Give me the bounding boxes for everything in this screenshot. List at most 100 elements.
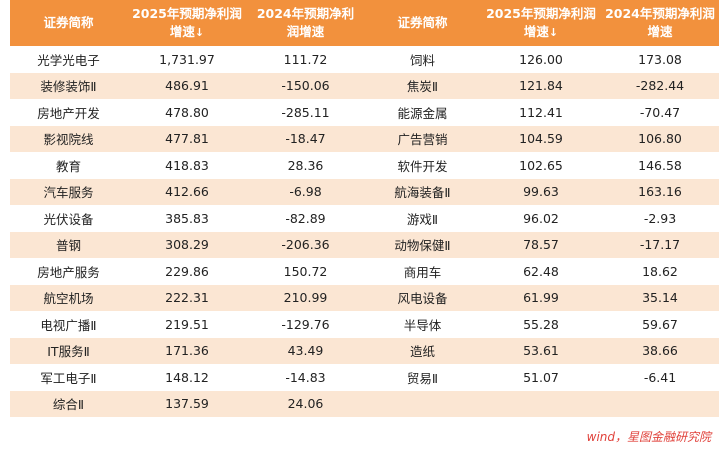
header-2024-left: 2024年预期净利润增速 (256, 6, 355, 39)
growth-2025-right: 104.59 (519, 131, 563, 147)
table-row: 汽车服务 412.66 -6.98 航海装备Ⅱ 99.63 163.16 (10, 178, 719, 205)
industry-name-right (364, 391, 481, 418)
industry-name-left: IT服务Ⅱ (47, 344, 90, 360)
growth-2024-left: -150.06 (281, 78, 330, 94)
growth-2024-right (601, 391, 719, 418)
growth-2024-left: -285.11 (281, 104, 330, 120)
industry-name-left: 房地产开发 (37, 105, 100, 121)
growth-2025-right: 53.61 (523, 343, 559, 359)
industry-name-right: 贸易Ⅱ (406, 370, 439, 386)
growth-2025-left: 219.51 (165, 316, 209, 332)
growth-2024-right: -17.17 (639, 237, 681, 253)
table-row: 装修装饰Ⅱ 486.91 -150.06 焦炭Ⅱ 121.84 -282.44 (10, 72, 719, 99)
growth-2025-left: 308.29 (165, 237, 209, 253)
growth-2024-left: -14.83 (285, 369, 326, 385)
table-row: 电视广播Ⅱ 219.51 -129.76 半导体 55.28 59.67 (10, 311, 719, 338)
growth-2024-left: -18.47 (285, 131, 326, 147)
growth-2024-right: 146.58 (638, 157, 682, 173)
industry-name-left: 电视广播Ⅱ (40, 317, 97, 333)
growth-2024-right: 59.67 (642, 316, 678, 332)
industry-name-right: 软件开发 (397, 158, 448, 174)
industry-name-right: 广告营销 (397, 132, 448, 148)
growth-2025-right: 99.63 (523, 184, 559, 200)
header-name-left: 证券简称 (43, 15, 94, 30)
table-row: 光伏设备 385.83 -82.89 游戏Ⅱ 96.02 -2.93 (10, 205, 719, 232)
industry-name-left: 装修装饰Ⅱ (40, 79, 97, 95)
growth-2024-left: -6.98 (289, 184, 322, 200)
header-2025-left[interactable]: 2025年预期净利润增速↓ (127, 0, 247, 46)
growth-2025-left: 478.80 (165, 104, 209, 120)
growth-2024-right: 18.62 (642, 263, 678, 279)
industry-name-right: 风电设备 (397, 291, 448, 307)
growth-2024-right: 173.08 (638, 51, 682, 67)
table-row: 房地产服务 229.86 150.72 商用车 62.48 18.62 (10, 258, 719, 285)
growth-2025-right: 112.41 (519, 104, 563, 120)
industry-name-right: 饲料 (409, 52, 435, 68)
growth-2024-right: 38.66 (642, 343, 678, 359)
table-row: IT服务Ⅱ 171.36 43.49 造纸 53.61 38.66 (10, 337, 719, 364)
header-2025-label: 2025年预期净利润增速 (486, 5, 596, 39)
table-row: 影视院线 477.81 -18.47 广告营销 104.59 106.80 (10, 125, 719, 152)
growth-2025-left: 412.66 (165, 184, 209, 200)
industry-name-left: 军工电子Ⅱ (40, 370, 97, 386)
growth-2025-right (481, 391, 601, 418)
table-row: 教育 418.83 28.36 软件开发 102.65 146.58 (10, 152, 719, 179)
industry-name-right: 游戏Ⅱ (406, 211, 439, 227)
growth-2024-left: 111.72 (283, 51, 328, 67)
growth-2024-left: 43.49 (287, 343, 324, 359)
industry-name-right: 动物保健Ⅱ (394, 238, 451, 254)
growth-2025-left: 385.83 (165, 210, 209, 226)
header-name-right: 证券简称 (397, 15, 448, 30)
industry-name-left: 光学光电子 (37, 52, 100, 68)
industry-name-right: 航海装备Ⅱ (394, 185, 451, 201)
growth-2025-right: 78.57 (523, 237, 559, 253)
growth-2024-left: 210.99 (283, 290, 328, 306)
industry-name-right: 造纸 (409, 344, 435, 360)
growth-2025-left: 137.59 (165, 396, 209, 412)
industry-name-left: 普钢 (55, 238, 81, 254)
industry-name-left: 教育 (55, 158, 81, 174)
header-2025-label: 2025年预期净利润增速 (132, 5, 242, 39)
industry-name-left: 汽车服务 (43, 185, 94, 201)
sort-desc-icon: ↓ (194, 25, 205, 39)
growth-2025-right: 121.84 (519, 78, 563, 94)
industry-name-left: 综合Ⅱ (52, 397, 85, 413)
table-row: 光学光电子 1,731.97 111.72 饲料 126.00 173.08 (10, 46, 719, 73)
table-row: 航空机场 222.31 210.99 风电设备 61.99 35.14 (10, 284, 719, 311)
sort-desc-icon: ↓ (548, 25, 559, 39)
growth-2024-right: -2.93 (643, 210, 677, 226)
growth-2025-right: 96.02 (523, 210, 559, 226)
header-2024-right: 2024年预期净利润增速 (605, 6, 715, 39)
table-header-row: 证券简称 2025年预期净利润增速↓ 2024年预期净利润增速 证券简称 202… (10, 0, 719, 46)
industry-name-left: 光伏设备 (43, 211, 94, 227)
industry-name-right: 焦炭Ⅱ (406, 79, 439, 95)
table-row: 普钢 308.29 -206.36 动物保健Ⅱ 78.57 -17.17 (10, 231, 719, 258)
industry-name-right: 商用车 (403, 264, 442, 280)
source-note: wind，星图金融研究院 (586, 430, 711, 444)
growth-2025-left: 418.83 (165, 157, 209, 173)
growth-2024-left: 24.06 (287, 396, 324, 412)
industry-name-right: 能源金属 (397, 105, 448, 121)
growth-2024-left: 150.72 (283, 263, 328, 279)
growth-2024-right: -6.41 (643, 369, 677, 385)
growth-2024-right: -282.44 (635, 78, 685, 94)
growth-2025-right: 55.28 (523, 316, 559, 332)
growth-2024-left: -82.89 (285, 210, 326, 226)
growth-2025-left: 222.31 (165, 290, 209, 306)
growth-table: 证券简称 2025年预期净利润增速↓ 2024年预期净利润增速 证券简称 202… (10, 0, 719, 417)
industry-name-left: 影视院线 (43, 132, 94, 148)
table-row: 房地产开发 478.80 -285.11 能源金属 112.41 -70.47 (10, 99, 719, 126)
growth-2025-right: 126.00 (519, 51, 563, 67)
growth-2024-left: 28.36 (287, 157, 324, 173)
growth-2025-left: 477.81 (165, 131, 209, 147)
growth-2025-left: 171.36 (165, 343, 209, 359)
industry-name-right: 半导体 (403, 317, 442, 333)
growth-2025-right: 61.99 (523, 290, 559, 306)
growth-2025-left: 486.91 (165, 78, 209, 94)
header-2025-right[interactable]: 2025年预期净利润增速↓ (481, 0, 601, 46)
growth-2025-left: 1,731.97 (159, 51, 215, 67)
industry-name-left: 房地产服务 (37, 264, 100, 280)
growth-2025-right: 102.65 (519, 157, 563, 173)
growth-2024-right: -70.47 (639, 104, 681, 120)
growth-2024-right: 163.16 (638, 184, 682, 200)
